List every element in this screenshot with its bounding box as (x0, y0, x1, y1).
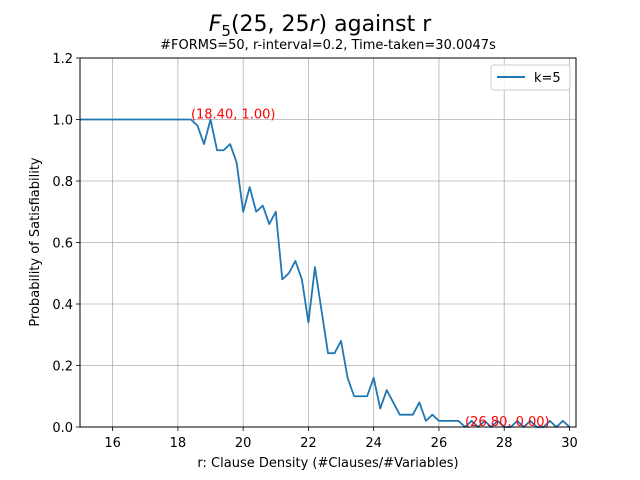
x-tick-label: 26 (431, 436, 448, 451)
series-layer (80, 118, 571, 428)
y-tick-label: 0.8 (52, 175, 73, 190)
svg-text:F5(25, 25r) against r: F5(25, 25r) against r (209, 12, 432, 40)
title-rest: against r (327, 12, 432, 37)
annotation-label: (18.40, 1.00) (191, 108, 276, 123)
series-line-k5 (80, 118, 571, 428)
title-italic: r (310, 12, 321, 37)
chart-subtitle: #FORMS=50, r-interval=0.2, Time-taken=30… (160, 38, 496, 53)
grid (80, 57, 576, 428)
x-tick-label: 28 (496, 436, 513, 451)
annotations-layer: (18.40, 1.00) (26.80, 0.00) (191, 108, 550, 431)
y-tick-label: 1.2 (52, 52, 73, 67)
legend-label-k5: k=5 (534, 71, 561, 86)
x-tick-label: 30 (561, 436, 578, 451)
y-tick-label: 0.4 (52, 298, 73, 313)
y-tick-label: 0.2 (52, 360, 73, 375)
axis-ticks: 16 18 20 22 24 26 28 30 0.0 0.2 0.4 0.6 0.8 1.0 1.2 (52, 52, 577, 451)
x-tick-label: 18 (170, 436, 187, 451)
title-close: ) (319, 12, 328, 37)
chart-title: F5(25, 25r) against r (209, 12, 432, 40)
x-tick-label: 24 (365, 436, 382, 451)
x-axis-label: r: Clause Density (#Clauses/#Variables) (197, 456, 458, 471)
title-main: F (209, 12, 222, 37)
title-args: (25, 25 (231, 12, 310, 37)
y-tick-label: 0.0 (52, 421, 73, 436)
plot-frame (79, 57, 577, 428)
x-tick-label: 22 (300, 436, 317, 451)
y-tick-label: 1.0 (52, 114, 73, 129)
legend: k=5 (490, 64, 571, 91)
y-axis-label: Probability of Satisfiability (28, 157, 43, 327)
legend-box (490, 64, 571, 91)
y-tick-label: 0.6 (52, 237, 73, 252)
title-subscript: 5 (221, 22, 231, 40)
x-tick-label: 20 (235, 436, 252, 451)
x-tick-label: 16 (104, 436, 121, 451)
annotation-label: (26.80, 0.00) (465, 415, 550, 430)
